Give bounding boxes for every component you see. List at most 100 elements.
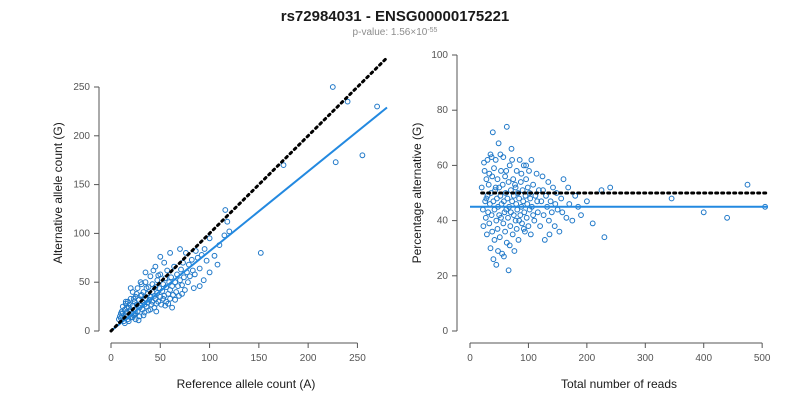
data-point <box>543 192 549 199</box>
data-point <box>507 223 514 230</box>
data-point <box>127 285 134 292</box>
data-point <box>530 181 536 188</box>
data-point <box>482 198 489 205</box>
data-point <box>523 214 530 221</box>
data-point <box>551 223 558 230</box>
data-point <box>523 162 529 169</box>
x-tick-label: 300 <box>637 353 654 364</box>
data-point <box>519 220 525 227</box>
data-point <box>359 152 366 159</box>
data-point <box>569 217 576 224</box>
data-point <box>668 195 675 202</box>
data-point <box>516 217 522 224</box>
data-point <box>498 214 504 221</box>
data-point <box>170 292 177 298</box>
data-point <box>494 195 500 202</box>
x-tick-label: 0 <box>467 353 473 364</box>
data-point <box>554 206 561 213</box>
data-point <box>222 207 229 213</box>
data-point <box>484 231 490 238</box>
x-tick-label: 150 <box>251 353 268 364</box>
data-point <box>140 312 147 319</box>
data-point <box>607 184 614 191</box>
x-tick-label: 50 <box>155 353 167 364</box>
data-point <box>153 308 160 315</box>
data-point <box>130 295 137 302</box>
data-point <box>122 298 129 305</box>
data-point <box>172 296 179 303</box>
y-tick-label: 200 <box>73 131 90 142</box>
data-point <box>566 201 573 207</box>
allele-count-panel: Reference allele count (A) Alternative a… <box>51 56 389 391</box>
data-point <box>142 279 149 286</box>
data-point <box>584 198 590 205</box>
data-point <box>179 282 185 289</box>
data-point <box>485 181 492 188</box>
data-point <box>486 220 493 227</box>
y-tick-label: 80 <box>437 105 449 116</box>
data-point <box>526 168 532 174</box>
data-point <box>497 151 504 158</box>
data-point <box>196 265 203 272</box>
data-point <box>196 283 203 290</box>
data-point <box>501 253 507 260</box>
data-point <box>177 246 183 252</box>
p-value-exponent: -55 <box>427 27 437 34</box>
y-axis-label: Percentage alternative (G) <box>410 123 424 264</box>
data-point <box>505 214 511 221</box>
data-point <box>190 285 197 292</box>
data-point <box>541 237 548 243</box>
data-point <box>520 226 527 232</box>
data-point <box>191 271 198 278</box>
data-point <box>537 223 543 230</box>
x-tick-label: 200 <box>579 353 596 364</box>
data-point <box>530 212 536 219</box>
data-point <box>563 214 570 221</box>
data-point <box>160 295 167 302</box>
data-point <box>545 179 552 185</box>
data-point <box>508 209 514 216</box>
data-point <box>156 285 163 292</box>
data-point <box>169 283 176 290</box>
x-tick-label: 500 <box>754 353 771 364</box>
data-point <box>157 253 164 260</box>
data-point <box>509 157 515 163</box>
data-point <box>147 273 154 280</box>
data-point <box>533 170 540 177</box>
data-point <box>534 198 541 205</box>
data-point <box>538 198 545 205</box>
data-point <box>118 310 124 317</box>
data-point <box>520 162 527 169</box>
data-point <box>154 290 161 296</box>
data-point <box>509 198 515 205</box>
data-point <box>484 157 491 163</box>
data-point <box>502 228 509 235</box>
data-point <box>329 84 336 90</box>
data-point <box>203 257 210 264</box>
data-point <box>572 192 579 199</box>
data-point <box>173 289 180 295</box>
data-point <box>494 176 501 183</box>
data-point <box>188 256 195 263</box>
data-point <box>161 259 168 266</box>
data-point <box>516 157 523 163</box>
data-point <box>489 129 496 136</box>
data-point <box>498 168 504 174</box>
x-tick-label: 0 <box>108 353 114 364</box>
data-point <box>492 157 499 163</box>
data-point <box>487 245 494 252</box>
data-point <box>548 209 555 216</box>
fit-line <box>110 106 388 332</box>
data-point <box>138 292 145 298</box>
data-point <box>123 304 130 311</box>
data-point <box>211 252 218 259</box>
data-point <box>510 212 517 219</box>
data-point <box>201 246 208 252</box>
y-tick-label: 50 <box>79 277 91 288</box>
x-tick-label: 250 <box>349 353 366 364</box>
data-point <box>500 220 507 227</box>
data-point <box>344 98 351 105</box>
data-point <box>505 267 512 274</box>
data-point <box>149 281 156 288</box>
data-point <box>504 195 511 202</box>
